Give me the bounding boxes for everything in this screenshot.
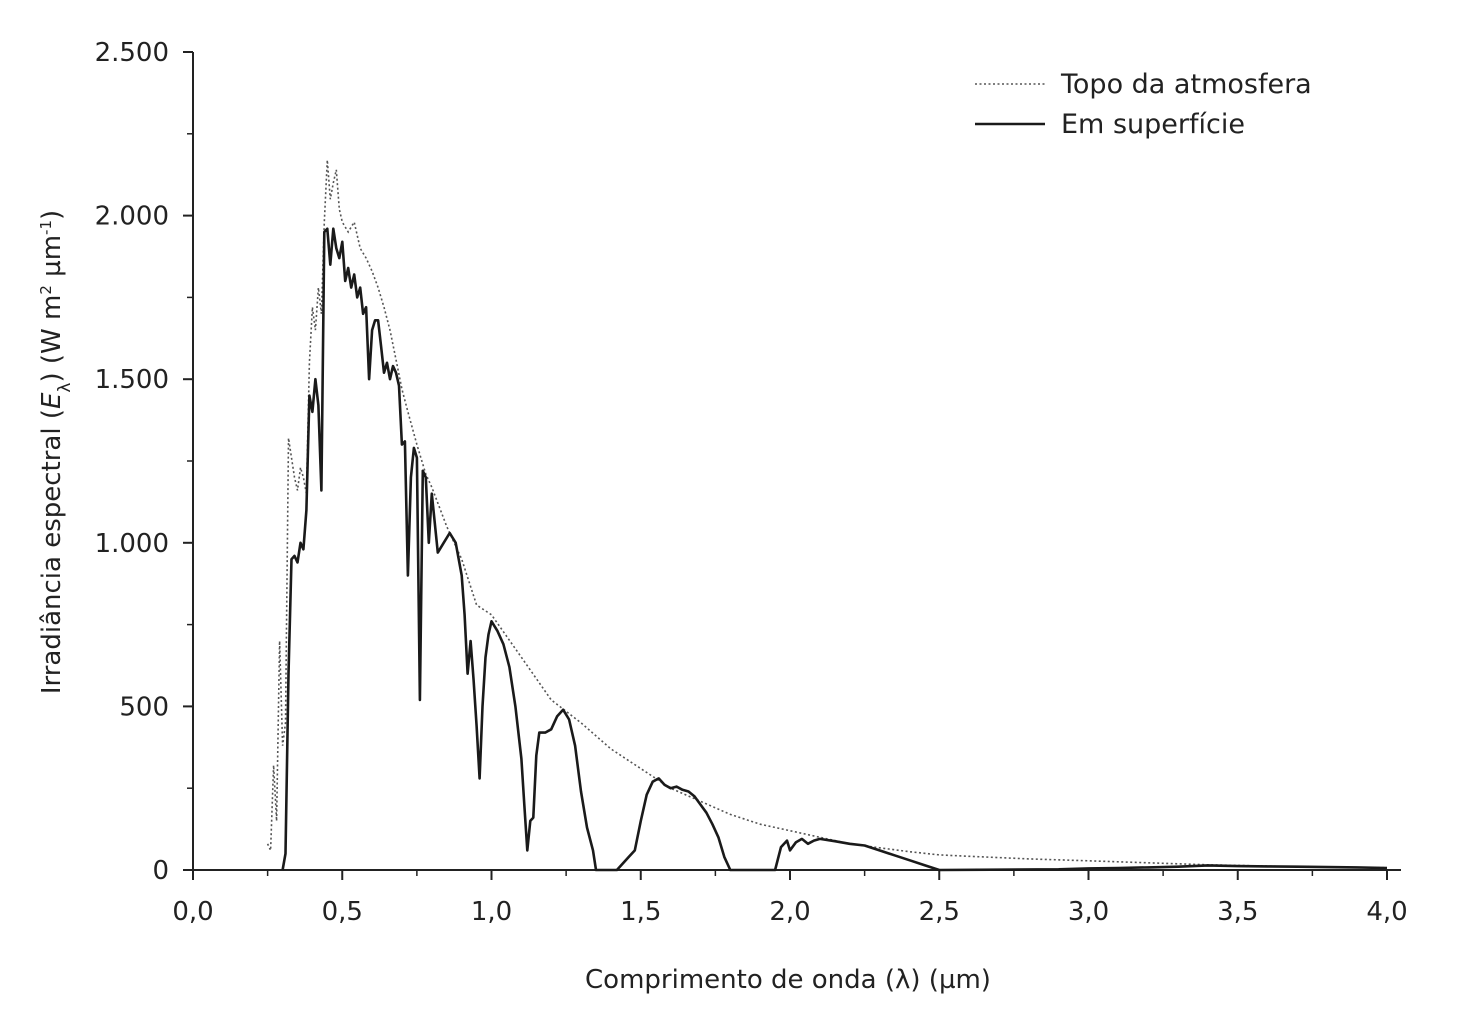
y-axis-title: Irradiância espectral (Eλ) (W m2 µm-1) — [37, 210, 75, 694]
y-tick-label: 2.500 — [95, 38, 169, 68]
x-tick-label: 1,5 — [620, 897, 661, 927]
x-tick-label: 2,0 — [769, 897, 810, 927]
x-axis-title: Comprimento de onda (λ) (µm) — [585, 965, 991, 995]
y-tick-label: 2.000 — [95, 202, 169, 232]
series-line-em-superficie — [281, 227, 1388, 872]
x-tick-label: 0,0 — [172, 897, 213, 927]
x-tick-label: 3,0 — [1068, 897, 1109, 927]
y-tick-label: 1.500 — [95, 365, 169, 395]
y-axis-title-units-close: ) — [37, 210, 67, 220]
y-axis-title-sub: λ — [55, 383, 75, 393]
x-tick-label: 2,5 — [919, 897, 960, 927]
y-tick-label: 500 — [119, 692, 169, 722]
legend-label: Topo da atmosfera — [1060, 69, 1312, 100]
x-tick-label: 4,0 — [1366, 897, 1407, 927]
y-tick-label: 0 — [152, 856, 169, 886]
x-tick-label: 3,5 — [1217, 897, 1258, 927]
y-axis-title-sup1: 2 — [37, 285, 55, 295]
y-ticks: 0 500 1.000 1.500 2.000 2.500 — [95, 38, 193, 886]
legend-label: Em superfície — [1061, 109, 1245, 140]
y-axis-title-units-open: ) (W m — [37, 295, 67, 383]
y-axis-title-prefix: Irradiância espectral ( — [37, 409, 67, 694]
series-line-topo-da-atmosfera — [266, 159, 1388, 869]
y-tick-label: 1.000 — [95, 529, 169, 559]
series-layer — [266, 159, 1388, 872]
y-axis-title-units-mid: µm — [37, 235, 67, 285]
y-axis-title-sup2: -1 — [37, 220, 55, 235]
x-tick-label: 0,5 — [322, 897, 363, 927]
y-axis-title-var: E — [37, 392, 67, 409]
x-ticks: 0,0 0,5 1,0 1,5 2,0 2,5 3,0 3,5 4,0 — [172, 870, 1408, 927]
legend: Topo da atmosfera Em superfície — [975, 69, 1312, 140]
x-tick-label: 1,0 — [471, 897, 512, 927]
